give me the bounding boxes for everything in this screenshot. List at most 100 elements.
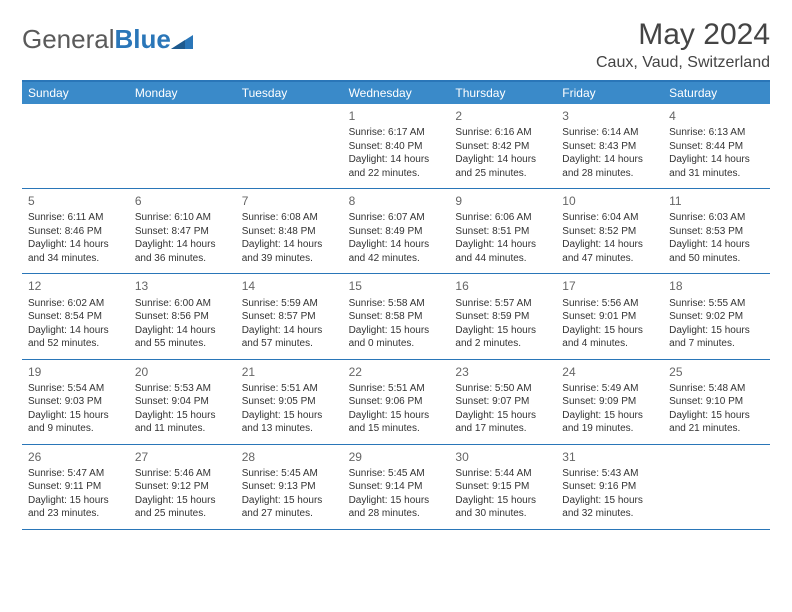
day-cell: [129, 104, 236, 188]
day-number: 20: [135, 364, 230, 380]
daylight-text: Daylight: 14 hours and 42 minutes.: [349, 238, 444, 265]
day-cell: 24Sunrise: 5:49 AMSunset: 9:09 PMDayligh…: [556, 360, 663, 444]
week-row: 26Sunrise: 5:47 AMSunset: 9:11 PMDayligh…: [22, 445, 770, 530]
sunset-text: Sunset: 8:53 PM: [669, 225, 764, 239]
sunset-text: Sunset: 8:58 PM: [349, 310, 444, 324]
weeks-container: 1Sunrise: 6:17 AMSunset: 8:40 PMDaylight…: [22, 104, 770, 530]
day-number: 13: [135, 278, 230, 294]
sunset-text: Sunset: 9:14 PM: [349, 480, 444, 494]
week-row: 1Sunrise: 6:17 AMSunset: 8:40 PMDaylight…: [22, 104, 770, 189]
day-number: 19: [28, 364, 123, 380]
sunrise-text: Sunrise: 5:48 AM: [669, 382, 764, 396]
weekday-wednesday: Wednesday: [343, 82, 450, 104]
sunrise-text: Sunrise: 5:45 AM: [242, 467, 337, 481]
logo: GeneralBlue: [22, 18, 193, 55]
sunset-text: Sunset: 9:15 PM: [455, 480, 550, 494]
day-number: 29: [349, 449, 444, 465]
daylight-text: Daylight: 14 hours and 31 minutes.: [669, 153, 764, 180]
daylight-text: Daylight: 14 hours and 50 minutes.: [669, 238, 764, 265]
daylight-text: Daylight: 15 hours and 0 minutes.: [349, 324, 444, 351]
sunset-text: Sunset: 8:59 PM: [455, 310, 550, 324]
daylight-text: Daylight: 14 hours and 28 minutes.: [562, 153, 657, 180]
sunrise-text: Sunrise: 5:51 AM: [242, 382, 337, 396]
sunrise-text: Sunrise: 6:13 AM: [669, 126, 764, 140]
sunset-text: Sunset: 8:48 PM: [242, 225, 337, 239]
day-cell: 4Sunrise: 6:13 AMSunset: 8:44 PMDaylight…: [663, 104, 770, 188]
day-cell: 19Sunrise: 5:54 AMSunset: 9:03 PMDayligh…: [22, 360, 129, 444]
day-cell: 27Sunrise: 5:46 AMSunset: 9:12 PMDayligh…: [129, 445, 236, 529]
sunrise-text: Sunrise: 5:47 AM: [28, 467, 123, 481]
sunrise-text: Sunrise: 6:03 AM: [669, 211, 764, 225]
weekday-header: SundayMondayTuesdayWednesdayThursdayFrid…: [22, 82, 770, 104]
day-cell: 31Sunrise: 5:43 AMSunset: 9:16 PMDayligh…: [556, 445, 663, 529]
day-cell: 11 Sunrise: 6:03 AMSunset: 8:53 PMDayligh…: [663, 189, 770, 273]
day-number: 3: [562, 108, 657, 124]
sunrise-text: Sunrise: 6:11 AM: [28, 211, 123, 225]
daylight-text: Daylight: 14 hours and 52 minutes.: [28, 324, 123, 351]
daylight-text: Daylight: 14 hours and 25 minutes.: [455, 153, 550, 180]
day-number: 2: [455, 108, 550, 124]
day-cell: 9Sunrise: 6:06 AMSunset: 8:51 PMDaylight…: [449, 189, 556, 273]
daylight-text: Daylight: 14 hours and 22 minutes.: [349, 153, 444, 180]
daylight-text: Daylight: 15 hours and 25 minutes.: [135, 494, 230, 521]
sunset-text: Sunset: 9:09 PM: [562, 395, 657, 409]
sunset-text: Sunset: 9:11 PM: [28, 480, 123, 494]
daylight-text: Daylight: 14 hours and 36 minutes.: [135, 238, 230, 265]
sunrise-text: Sunrise: 6:17 AM: [349, 126, 444, 140]
daylight-text: Daylight: 15 hours and 11 minutes.: [135, 409, 230, 436]
sunset-text: Sunset: 9:03 PM: [28, 395, 123, 409]
sunrise-text: Sunrise: 6:10 AM: [135, 211, 230, 225]
day-number: 1: [349, 108, 444, 124]
daylight-text: Daylight: 15 hours and 32 minutes.: [562, 494, 657, 521]
sunrise-text: Sunrise: 6:07 AM: [349, 211, 444, 225]
day-cell: 16Sunrise: 5:57 AMSunset: 8:59 PMDayligh…: [449, 274, 556, 358]
sunset-text: Sunset: 9:04 PM: [135, 395, 230, 409]
day-cell: 8Sunrise: 6:07 AMSunset: 8:49 PMDaylight…: [343, 189, 450, 273]
weekday-monday: Monday: [129, 82, 236, 104]
logo-part2: Blue: [115, 24, 171, 54]
weekday-sunday: Sunday: [22, 82, 129, 104]
day-number: 12: [28, 278, 123, 294]
sunset-text: Sunset: 8:43 PM: [562, 140, 657, 154]
sunrise-text: Sunrise: 5:54 AM: [28, 382, 123, 396]
logo-text: GeneralBlue: [22, 24, 171, 55]
sunset-text: Sunset: 8:46 PM: [28, 225, 123, 239]
daylight-text: Daylight: 15 hours and 23 minutes.: [28, 494, 123, 521]
day-number: 11: [669, 193, 764, 209]
day-number: 28: [242, 449, 337, 465]
sunrise-text: Sunrise: 6:14 AM: [562, 126, 657, 140]
day-cell: 2Sunrise: 6:16 AMSunset: 8:42 PMDaylight…: [449, 104, 556, 188]
daylight-text: Daylight: 15 hours and 19 minutes.: [562, 409, 657, 436]
sunrise-text: Sunrise: 5:46 AM: [135, 467, 230, 481]
daylight-text: Daylight: 15 hours and 13 minutes.: [242, 409, 337, 436]
day-cell: 10Sunrise: 6:04 AMSunset: 8:52 PMDayligh…: [556, 189, 663, 273]
day-cell: 29Sunrise: 5:45 AMSunset: 9:14 PMDayligh…: [343, 445, 450, 529]
daylight-text: Daylight: 14 hours and 39 minutes.: [242, 238, 337, 265]
day-cell: 5Sunrise: 6:11 AMSunset: 8:46 PMDaylight…: [22, 189, 129, 273]
sunset-text: Sunset: 8:40 PM: [349, 140, 444, 154]
sunrise-text: Sunrise: 5:53 AM: [135, 382, 230, 396]
daylight-text: Daylight: 15 hours and 15 minutes.: [349, 409, 444, 436]
sunrise-text: Sunrise: 6:06 AM: [455, 211, 550, 225]
daylight-text: Daylight: 14 hours and 34 minutes.: [28, 238, 123, 265]
sunrise-text: Sunrise: 6:16 AM: [455, 126, 550, 140]
weekday-tuesday: Tuesday: [236, 82, 343, 104]
day-cell: 21Sunrise: 5:51 AMSunset: 9:05 PMDayligh…: [236, 360, 343, 444]
sunrise-text: Sunrise: 6:00 AM: [135, 297, 230, 311]
calendar: SundayMondayTuesdayWednesdayThursdayFrid…: [22, 80, 770, 530]
daylight-text: Daylight: 14 hours and 47 minutes.: [562, 238, 657, 265]
sunrise-text: Sunrise: 5:45 AM: [349, 467, 444, 481]
daylight-text: Daylight: 15 hours and 27 minutes.: [242, 494, 337, 521]
day-number: 21: [242, 364, 337, 380]
day-number: 9: [455, 193, 550, 209]
daylight-text: Daylight: 14 hours and 55 minutes.: [135, 324, 230, 351]
day-cell: 15Sunrise: 5:58 AMSunset: 8:58 PMDayligh…: [343, 274, 450, 358]
sunset-text: Sunset: 9:02 PM: [669, 310, 764, 324]
day-cell: 22Sunrise: 5:51 AMSunset: 9:06 PMDayligh…: [343, 360, 450, 444]
day-number: 15: [349, 278, 444, 294]
daylight-text: Daylight: 15 hours and 4 minutes.: [562, 324, 657, 351]
day-number: 31: [562, 449, 657, 465]
sunrise-text: Sunrise: 5:55 AM: [669, 297, 764, 311]
sunrise-text: Sunrise: 5:50 AM: [455, 382, 550, 396]
day-cell: 3 Sunrise: 6:14 AMSunset: 8:43 PMDaylight…: [556, 104, 663, 188]
